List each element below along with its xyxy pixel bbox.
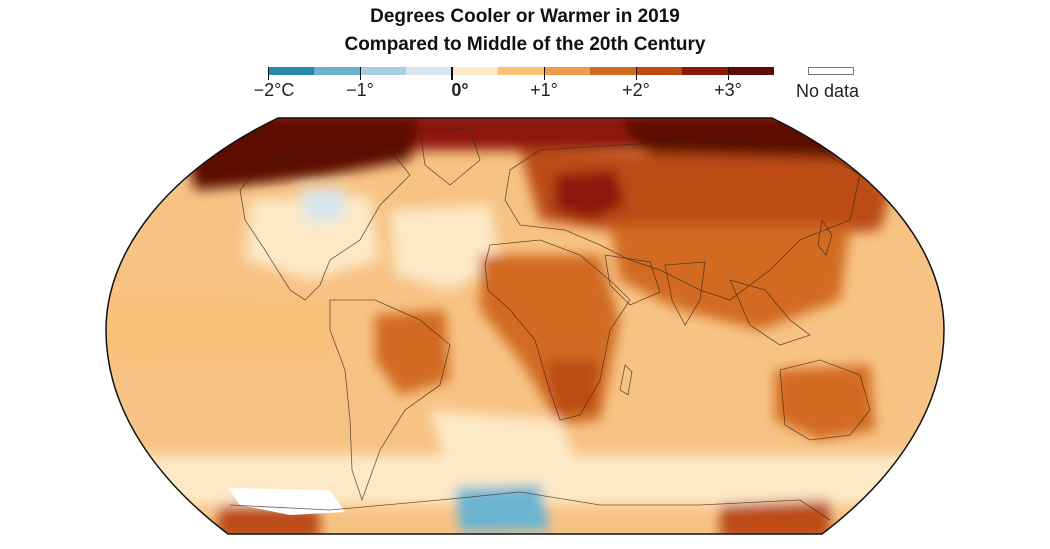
antarctica-outline <box>229 491 831 521</box>
legend-swatch <box>590 67 636 75</box>
legend-tick <box>636 67 637 80</box>
india-outline <box>664 261 706 326</box>
no-data-label: No data <box>796 81 860 101</box>
region-southern-africa <box>545 360 600 415</box>
legend-swatch <box>406 67 452 75</box>
legend-swatch <box>268 67 314 75</box>
arabia-outline <box>604 254 661 306</box>
legend-tick <box>360 67 361 80</box>
greenland-outline <box>419 127 481 186</box>
legend-swatch <box>498 67 544 75</box>
legend-swatch <box>360 67 406 75</box>
legend-swatch <box>728 67 774 75</box>
legend-label-minus-1: −1° <box>346 80 374 100</box>
region-brazil <box>375 310 450 395</box>
no-data-swatch <box>808 67 854 75</box>
continent-outlines <box>229 127 871 521</box>
region-antarctic-warm <box>720 500 830 534</box>
region-eastern-europe-hotspot <box>555 170 625 220</box>
region-arctic-band <box>106 118 944 150</box>
chart-title-line-2: Compared to Middle of the 20th Century <box>344 34 706 55</box>
region-australia <box>775 365 875 440</box>
australia-outline <box>779 359 871 441</box>
region-antarctic-nodata <box>228 488 345 515</box>
region-north-america-cool <box>245 195 380 280</box>
legend-swatch <box>682 67 728 75</box>
southeast-asia-outline <box>729 279 811 346</box>
region-antarctic-cool <box>455 485 550 532</box>
region-north-atlantic <box>390 205 500 290</box>
legend-swatch <box>636 67 682 75</box>
legend-label-plus-2: +2° <box>622 80 650 100</box>
eurasia-outline <box>504 139 861 301</box>
legend-swatch <box>452 67 498 75</box>
japan-outline <box>817 218 833 256</box>
globe-outline <box>105 117 945 535</box>
chart-title-line-1: Degrees Cooler or Warmer in 2019 <box>370 6 680 27</box>
legend-label-zero: 0° <box>451 80 469 100</box>
region-canada-cool <box>300 188 345 222</box>
legend-label-plus-3: +3° <box>714 80 742 100</box>
region-asia <box>610 225 850 330</box>
legend-tick-zero <box>451 67 453 80</box>
region-equatorial-pacific <box>110 290 340 365</box>
legend-tick <box>728 67 729 80</box>
legend-label-minus-2: −2°C <box>253 80 295 100</box>
legend-swatch <box>544 67 590 75</box>
north-america-outline <box>239 149 411 301</box>
legend-label-plus-1: +1° <box>530 80 558 100</box>
legend-tick <box>544 67 545 80</box>
legend-tick <box>268 67 269 80</box>
africa-outline <box>484 239 631 421</box>
madagascar-outline <box>619 364 633 396</box>
legend-swatch <box>314 67 360 75</box>
south-america-outline <box>329 299 451 502</box>
